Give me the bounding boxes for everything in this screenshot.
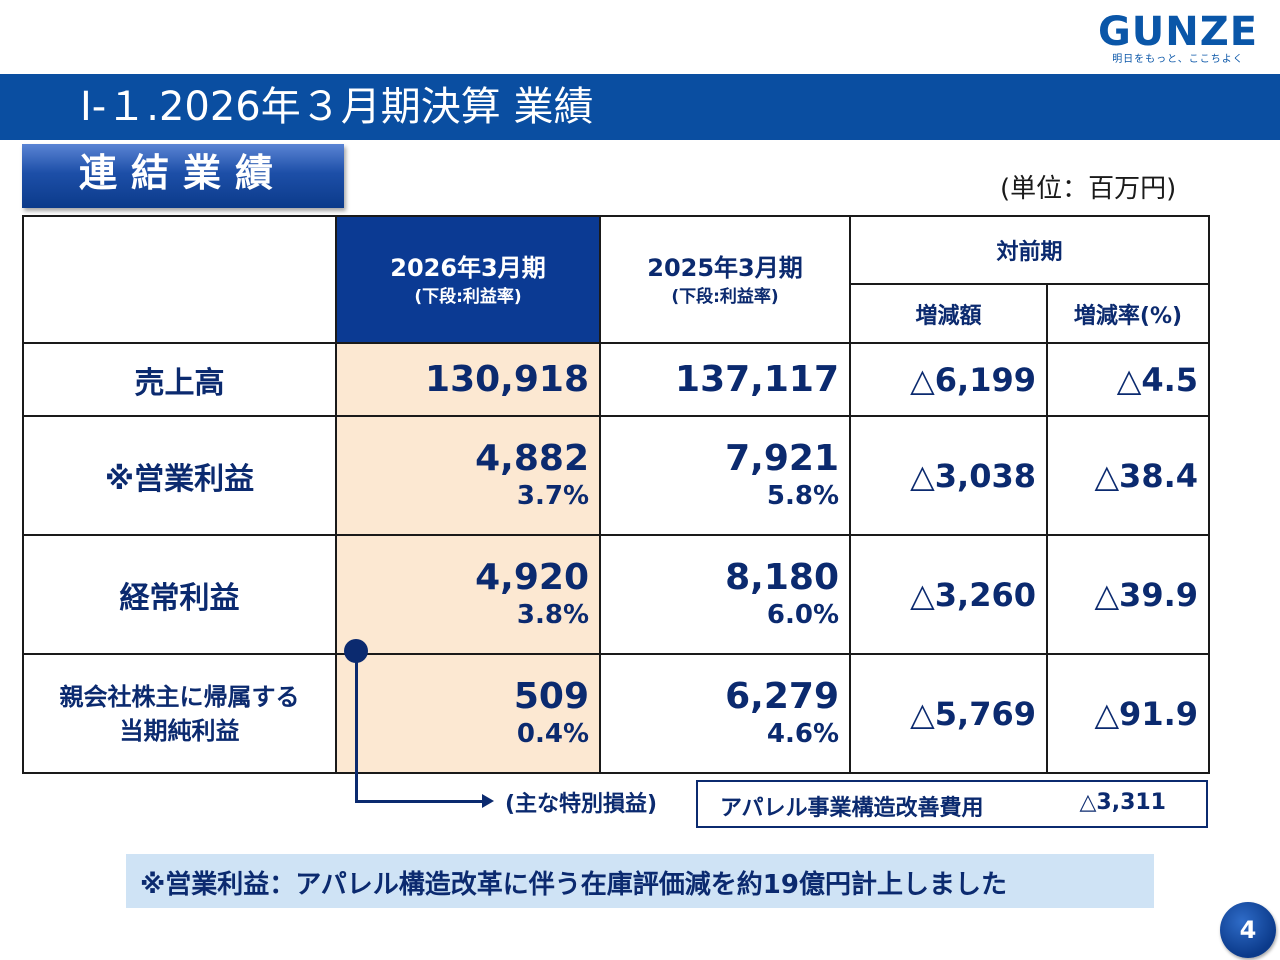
header-change: 増減額 xyxy=(849,283,1048,344)
change-rate-value: △39.9 xyxy=(1046,534,1210,655)
connector-dot xyxy=(344,639,368,663)
current-value-cell: 4,882 3.7% xyxy=(335,415,601,536)
previous-value-cell: 7,921 5.8% xyxy=(599,415,851,536)
previous-value: 137,117 xyxy=(675,358,839,400)
connector-line-vertical xyxy=(355,660,358,803)
current-value: 4,920 xyxy=(475,556,589,598)
title-bar: Ⅰ-１.2026年３月期決算 業績 xyxy=(0,74,1280,140)
arrow-right-icon xyxy=(482,794,494,808)
change-value: △3,260 xyxy=(849,534,1048,655)
change-value: △3,038 xyxy=(849,415,1048,536)
row-label-line2: 当期純利益 xyxy=(119,716,240,745)
previous-value-cell: 6,279 4.6% xyxy=(599,653,851,774)
special-items-box: アパレル事業構造改善費用 △3,311 xyxy=(696,780,1208,828)
section-label: 連結業績 xyxy=(78,151,287,195)
previous-value-cell: 137,117 xyxy=(599,342,851,417)
header-previous-main: 2025年3月期 xyxy=(647,253,803,282)
header-empty-cell xyxy=(22,215,337,344)
previous-value: 8,180 xyxy=(725,556,839,598)
footnote-text: ※営業利益：アパレル構造改革に伴う在庫評価減を約19億円計上しました xyxy=(140,870,1007,900)
change-rate-value: △38.4 xyxy=(1046,415,1210,536)
row-label-line1: 親会社株主に帰属する xyxy=(59,682,300,711)
special-item-name: アパレル事業構造改善費用 xyxy=(720,796,984,821)
footnote-box: ※営業利益：アパレル構造改革に伴う在庫評価減を約19億円計上しました xyxy=(126,854,1154,908)
current-value-cell: 4,920 3.8% xyxy=(335,534,601,655)
current-value: 4,882 xyxy=(475,437,589,479)
previous-margin: 6.0% xyxy=(766,599,839,630)
previous-margin: 4.6% xyxy=(766,718,839,749)
logo-wordmark: GUNZE xyxy=(1097,9,1259,55)
special-items-label: (主な特別損益) xyxy=(505,792,658,817)
current-value-cell: 509 0.4% xyxy=(335,653,601,774)
current-margin: 3.7% xyxy=(516,480,589,511)
table-header-row: 2026年3月期 (下段:利益率) 2025年3月期 (下段:利益率) 対前期 xyxy=(22,215,1210,344)
table-row: ※営業利益 4,882 3.7% 7,921 5.8% △3,038 △38.4 xyxy=(22,415,1210,536)
current-margin: 3.8% xyxy=(516,599,589,630)
row-label-net-income: 親会社株主に帰属する 当期純利益 xyxy=(22,653,337,774)
unit-label: (単位：百万円) xyxy=(1000,174,1177,204)
table-row: 売上高 130,918 137,117 △6,199 △4.5 xyxy=(22,342,1210,417)
current-margin: 0.4% xyxy=(516,718,589,749)
table-subheader-row: 増減額 増減率(%) xyxy=(23,283,1210,344)
previous-value: 6,279 xyxy=(725,675,839,717)
results-table: 2026年3月期 (下段:利益率) 2025年3月期 (下段:利益率) 対前期 … xyxy=(22,215,1210,774)
section-header: 連結業績 xyxy=(22,144,344,208)
header-change-rate: 増減率(%) xyxy=(1046,283,1210,344)
row-label-ordinary-profit: 経常利益 xyxy=(22,534,337,655)
change-value: △6,199 xyxy=(849,342,1048,417)
current-value: 509 xyxy=(513,675,589,717)
table-row: 経常利益 4,920 3.8% 8,180 6.0% △3,260 △39.9 xyxy=(22,534,1210,655)
page-title: Ⅰ-１.2026年３月期決算 業績 xyxy=(80,84,594,130)
header-current-sub: (下段:利益率) xyxy=(414,286,522,307)
change-value: △5,769 xyxy=(849,653,1048,774)
logo-tagline: 明日をもっと、ここちよく xyxy=(1112,54,1244,65)
connector-line-horizontal xyxy=(355,800,483,803)
change-rate-value: △91.9 xyxy=(1046,653,1210,774)
table-row: 親会社株主に帰属する 当期純利益 509 0.4% 6,279 4.6% △5,… xyxy=(22,653,1210,774)
header-yoy: 対前期 xyxy=(849,215,1210,285)
previous-margin: 5.8% xyxy=(766,480,839,511)
company-logo: GUNZE 明日をもっと、ここちよく xyxy=(1088,10,1268,66)
header-previous-period: 2025年3月期 (下段:利益率) xyxy=(599,215,851,344)
previous-value: 7,921 xyxy=(725,437,839,479)
special-item-value: △3,311 xyxy=(1079,790,1166,815)
current-value-cell: 130,918 xyxy=(335,342,601,417)
current-value: 130,918 xyxy=(425,358,589,400)
change-rate-value: △4.5 xyxy=(1046,342,1210,417)
header-current-period: 2026年3月期 (下段:利益率) xyxy=(335,215,601,344)
previous-value-cell: 8,180 6.0% xyxy=(599,534,851,655)
row-label-operating-profit: ※営業利益 xyxy=(22,415,337,536)
row-label-net-sales: 売上高 xyxy=(22,342,337,417)
header-previous-sub: (下段:利益率) xyxy=(671,286,779,307)
header-current-main: 2026年3月期 xyxy=(390,253,546,282)
page-number: 4 xyxy=(1220,902,1276,958)
